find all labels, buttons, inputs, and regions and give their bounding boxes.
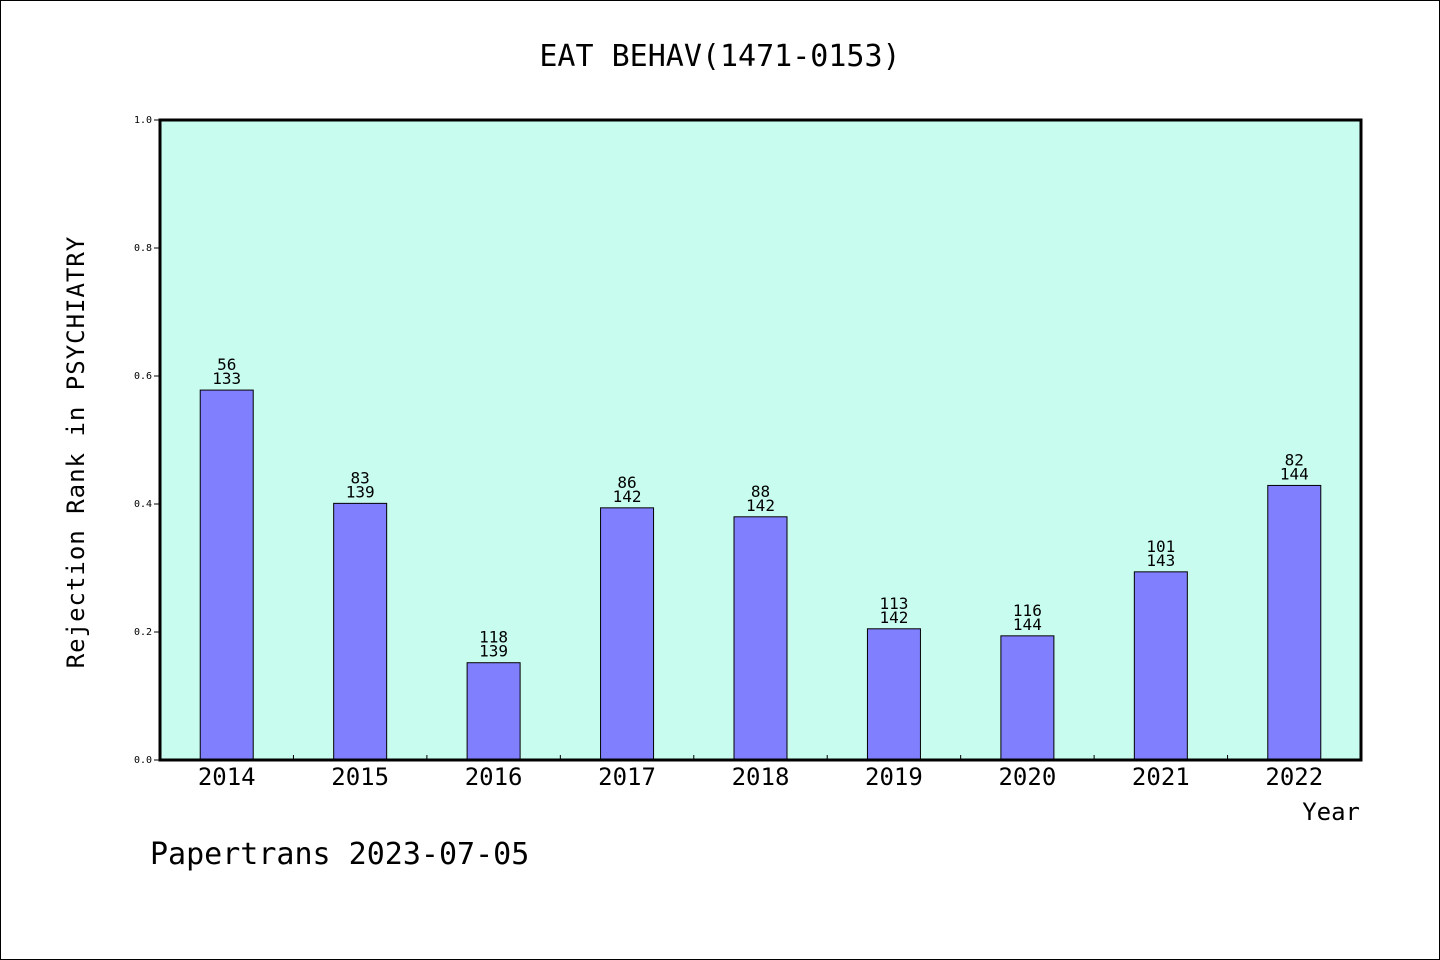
total-label: 142: [613, 487, 642, 506]
x-axis-label: Year: [1302, 798, 1360, 826]
plot-border: [158, 118, 1363, 762]
rank-label: 86: [617, 473, 636, 492]
bar-group: [199, 389, 1322, 761]
rank-label: 118: [479, 628, 508, 647]
x-tick-label: 2022: [1265, 763, 1323, 791]
total-label: 144: [1280, 464, 1309, 483]
total-label: 143: [1146, 551, 1175, 570]
bar-2015: [333, 502, 388, 761]
total-label: 139: [346, 482, 375, 501]
x-tick-label: 2021: [1132, 763, 1190, 791]
x-tick-label: 2015: [331, 763, 389, 791]
y-tick-label: 0.8: [134, 243, 152, 254]
x-tick-label: 2017: [598, 763, 656, 791]
total-label: 144: [1013, 615, 1042, 634]
rank-label: 101: [1146, 537, 1175, 556]
bar-2019: [866, 628, 921, 761]
y-tick-label: 0.6: [134, 371, 152, 382]
y-tick-label: 0.0: [134, 755, 152, 766]
bar-2016: [466, 662, 521, 761]
x-tick-label: 2019: [865, 763, 923, 791]
total-label: 139: [479, 642, 508, 661]
total-label: 142: [746, 496, 775, 515]
bar-2020: [1000, 635, 1055, 761]
bar-2017: [600, 507, 655, 761]
y-tick-label: 0.4: [134, 499, 152, 510]
x-tick-label: 2018: [732, 763, 790, 791]
bar-2022: [1267, 484, 1322, 761]
rank-label: 113: [879, 594, 908, 613]
rank-label: 88: [751, 482, 770, 501]
total-label: 133: [212, 369, 241, 388]
y-axis-ticks: 0.0 0.2 0.4 0.6 0.8 1.0: [134, 115, 160, 766]
total-label: 142: [879, 608, 908, 627]
bar-2021: [1133, 571, 1188, 761]
y-tick-label: 1.0: [134, 115, 152, 126]
rank-label: 116: [1013, 601, 1042, 620]
bar-2014: [199, 389, 254, 761]
rank-label: 82: [1285, 450, 1304, 469]
x-tick-label: 2020: [998, 763, 1056, 791]
rank-label: 83: [351, 468, 370, 487]
footer-credit: Papertrans 2023-07-05: [150, 837, 529, 872]
rank-label: 56: [217, 355, 236, 374]
x-tick-label: 2014: [198, 763, 256, 791]
x-tick-label: 2016: [465, 763, 523, 791]
x-axis-ticks: 2014 2015 2016 2017 2018 2019 2020 2021 2022: [198, 755, 1323, 791]
chart-title: EAT BEHAV(1471-0153): [539, 39, 900, 74]
bar-2018: [733, 516, 788, 761]
y-tick-label: 0.2: [134, 627, 152, 638]
y-axis-label: Rejection Rank in PSYCHIATRY: [62, 236, 90, 669]
